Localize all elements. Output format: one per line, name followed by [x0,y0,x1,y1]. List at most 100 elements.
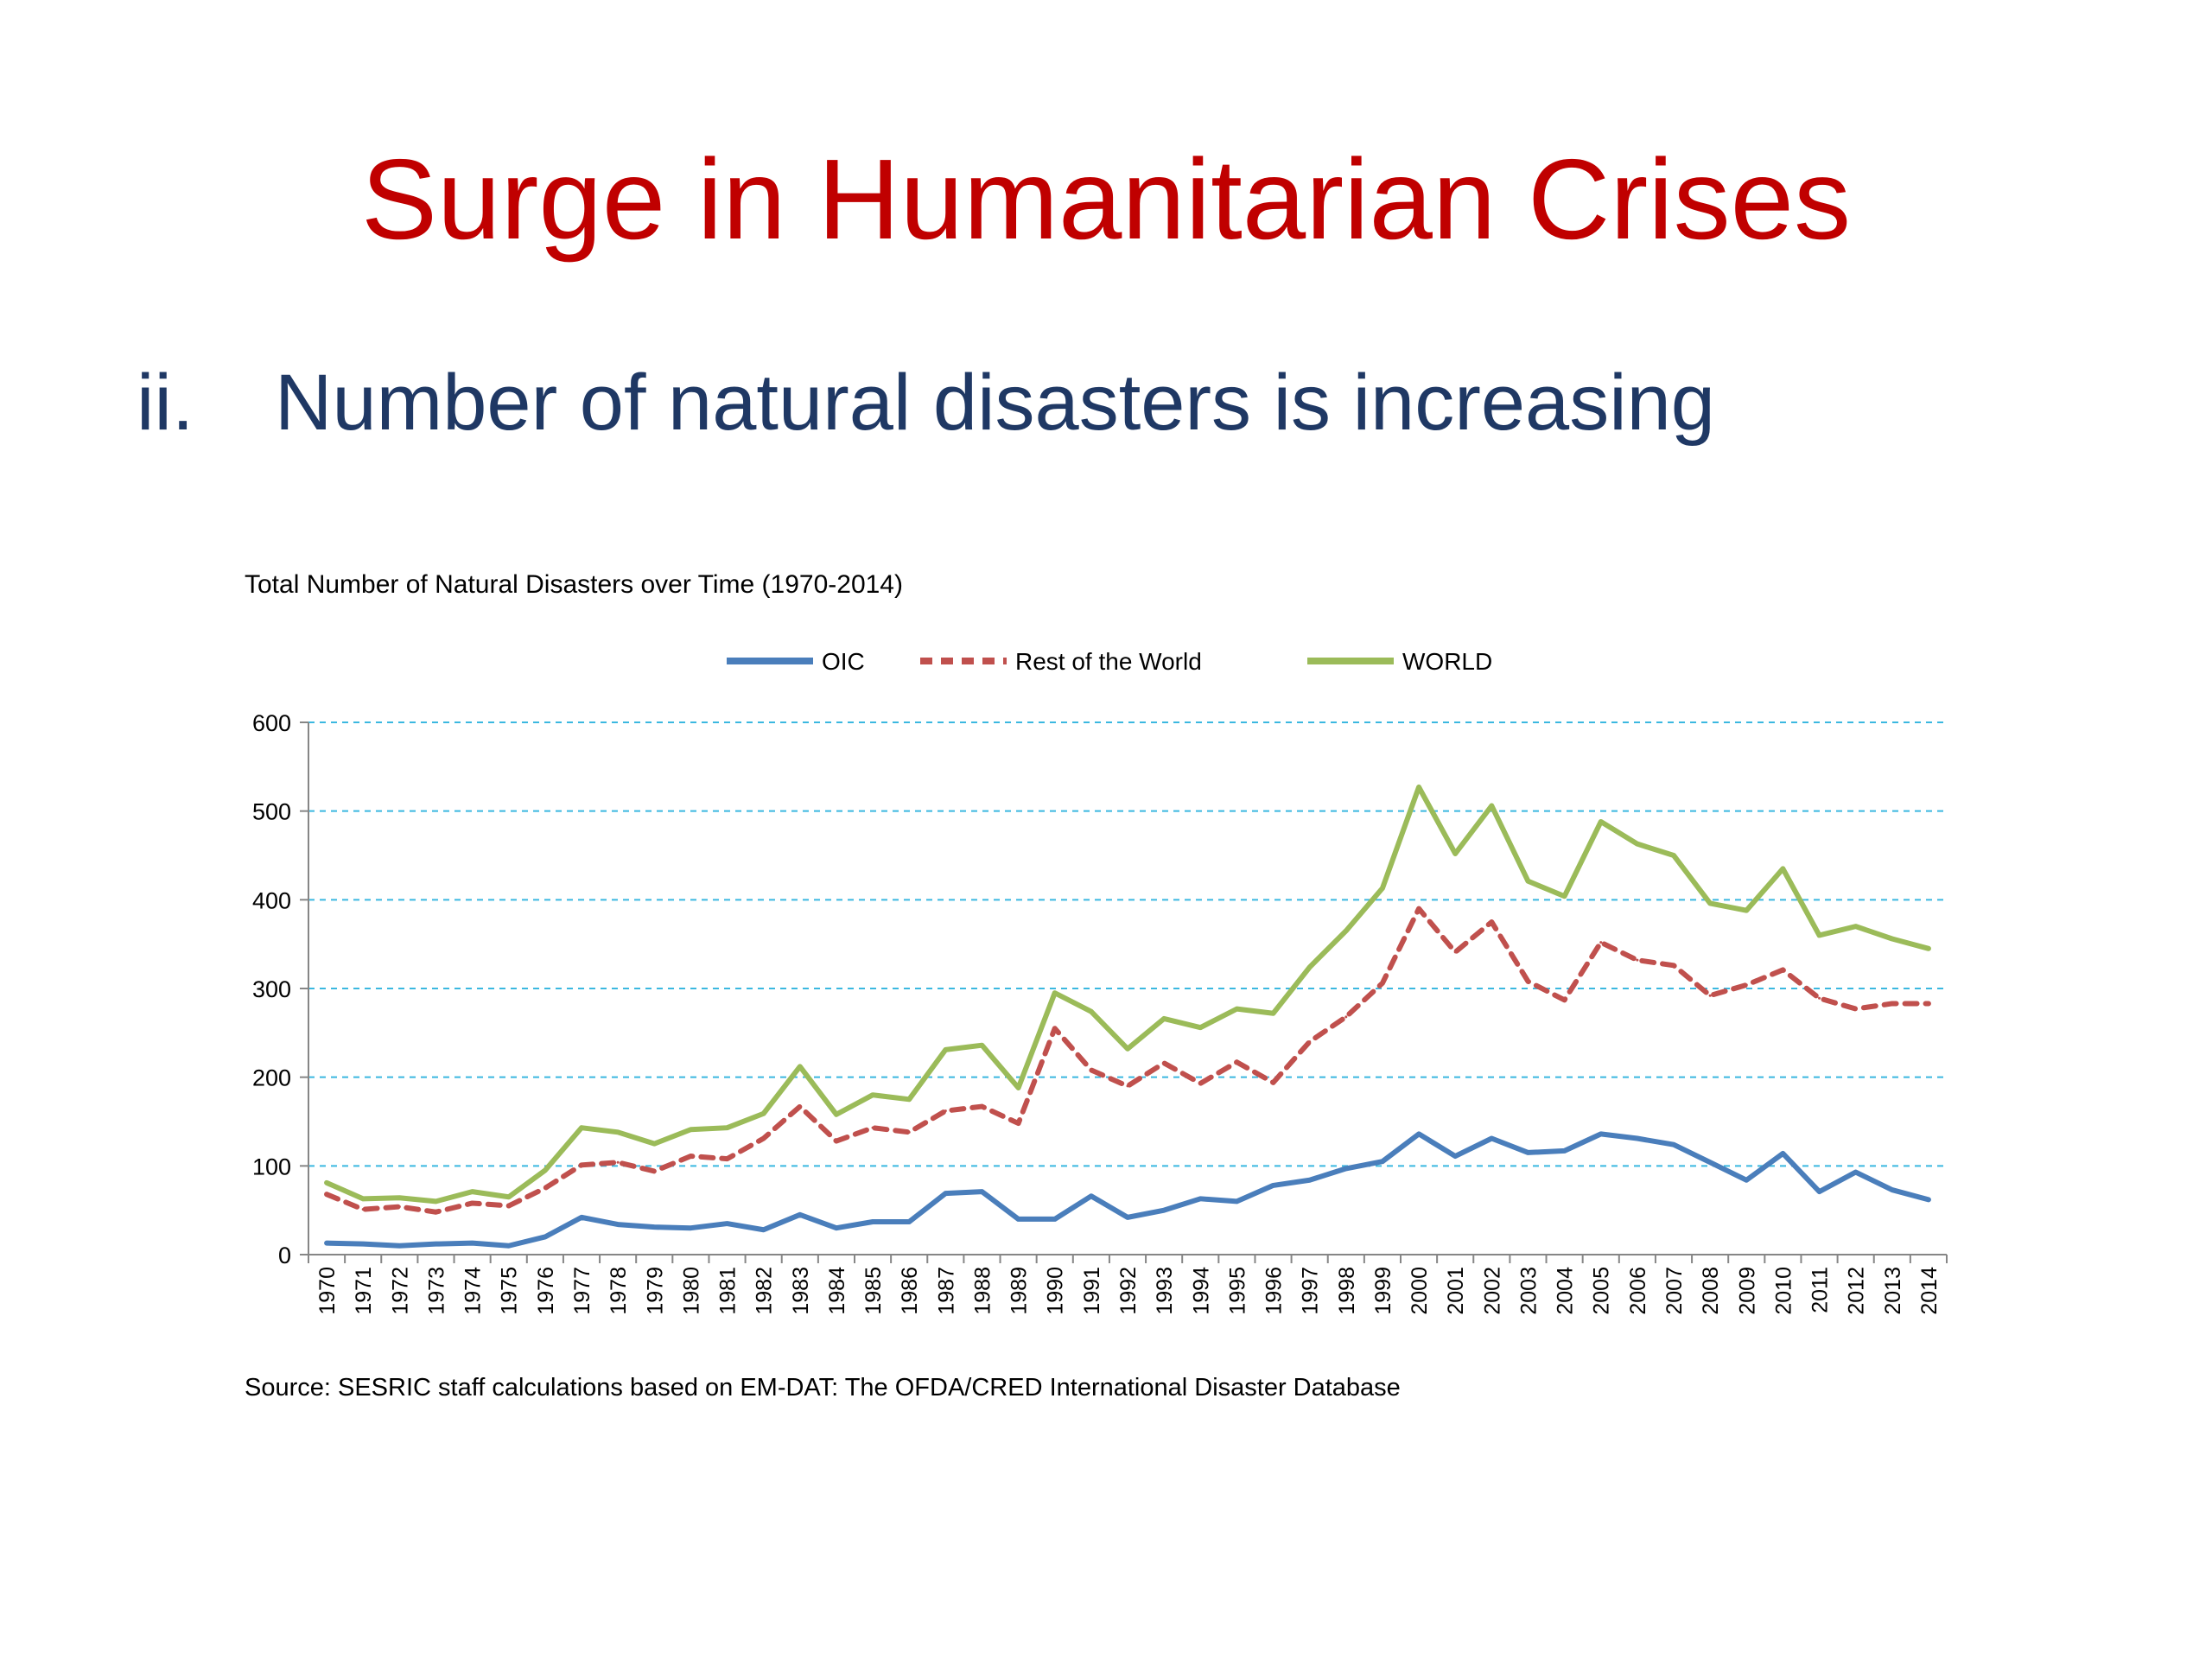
data-point-rest-of-the-world [652,1169,656,1173]
data-point-rest-of-the-world [689,1154,692,1158]
data-point-world [580,1126,583,1129]
data-point-oic [1126,1216,1129,1219]
data-point-rest-of-the-world [1235,1060,1238,1064]
x-tick-label: 2004 [1554,1267,1578,1315]
x-tick-label: 1976 [534,1267,558,1315]
x-tick-label: 2005 [1590,1267,1614,1315]
data-point-oic [798,1213,802,1217]
slide-title: Surge in Humanitarian Crises [360,136,1852,263]
data-point-world [397,1196,401,1199]
data-point-oic [1381,1160,1384,1163]
x-tick-label: 1996 [1262,1267,1287,1315]
data-point-world [1235,1007,1238,1011]
data-point-oic [580,1216,583,1219]
bullet-number: ii. [137,359,194,447]
x-tick-label: 2008 [1699,1267,1723,1315]
data-point-rest-of-the-world [434,1211,437,1214]
data-point-rest-of-the-world [907,1130,911,1134]
legend-label-oic: OIC [822,648,865,675]
data-point-rest-of-the-world [325,1192,328,1196]
x-tick-label: 1986 [898,1267,922,1315]
data-point-oic [1854,1171,1858,1174]
series-line-oic [324,1131,1931,1249]
data-point-rest-of-the-world [1526,980,1529,983]
data-point-rest-of-the-world [1781,968,1784,971]
series-lines [324,784,1931,1249]
data-point-oic [1272,1184,1275,1187]
data-point-oic [907,1220,911,1224]
x-tick-label: 1981 [716,1267,741,1315]
data-point-oic [1636,1137,1639,1141]
data-point-world [1126,1047,1129,1051]
data-point-oic [1017,1217,1020,1221]
data-point-oic [871,1220,874,1224]
y-tick-label: 500 [252,799,291,825]
data-point-rest-of-the-world [1636,958,1639,962]
data-point-oic [1344,1166,1348,1170]
data-point-rest-of-the-world [616,1160,620,1164]
x-tick-label: 2006 [1626,1267,1650,1315]
bullet-text: Number of natural disasters is increasin… [275,359,1715,447]
data-point-world [652,1142,656,1146]
data-point-world [616,1130,620,1134]
x-tick-label: 2001 [1444,1267,1468,1315]
data-point-oic [1781,1152,1784,1155]
data-point-oic [1417,1132,1421,1135]
data-point-oic [1490,1137,1493,1141]
data-point-oic [1708,1160,1712,1164]
data-point-world [1490,804,1493,808]
data-point-world [1090,1010,1093,1014]
data-point-world [1636,842,1639,846]
x-tick-label: 2002 [1480,1267,1504,1315]
data-point-oic [1526,1151,1529,1154]
data-point-oic [1053,1217,1057,1221]
bullet-point: ii. Number of natural disasters is increa… [137,363,1715,442]
data-point-oic [361,1243,365,1246]
data-point-world [1891,938,1894,941]
x-tick-label: 1989 [1007,1267,1032,1315]
data-point-rest-of-the-world [1381,982,1384,985]
data-point-rest-of-the-world [1198,1082,1202,1085]
data-point-world [1344,929,1348,932]
data-point-rest-of-the-world [1927,1001,1930,1005]
data-point-world [1854,925,1858,928]
data-point-rest-of-the-world [1453,950,1457,954]
data-point-world [543,1168,547,1172]
x-tick-label: 1987 [934,1267,958,1315]
data-point-rest-of-the-world [726,1157,729,1160]
data-point-world [1453,852,1457,855]
x-tick-label: 1994 [1189,1267,1213,1315]
x-tick-label: 1999 [1371,1267,1395,1315]
x-tick-label: 2011 [1808,1267,1833,1313]
data-point-world [835,1113,838,1116]
data-point-world [507,1195,511,1198]
data-point-oic [726,1222,729,1225]
data-point-oic [1745,1179,1748,1182]
x-tick-label: 1984 [825,1267,849,1315]
x-tick-label: 1970 [315,1267,340,1315]
x-tick-label: 1998 [1335,1267,1359,1315]
y-tick-label: 0 [278,1243,291,1268]
data-point-world [1526,880,1529,883]
data-point-world [944,1048,947,1052]
x-tick-label: 1995 [1225,1267,1249,1315]
data-point-rest-of-the-world [798,1105,802,1109]
data-point-world [871,1093,874,1096]
x-tick-label: 1993 [1153,1267,1177,1315]
x-tick-label: 1983 [789,1267,813,1315]
data-point-oic [1927,1198,1930,1201]
data-point-world [980,1044,983,1047]
y-tick-label: 600 [252,710,291,736]
data-point-world [1745,909,1748,912]
data-point-rest-of-the-world [1490,920,1493,924]
x-tick-label: 1980 [679,1267,703,1315]
data-point-world [907,1097,911,1101]
data-point-rest-of-the-world [1599,941,1603,944]
x-tick-label: 2000 [1408,1267,1432,1315]
data-point-oic [1672,1143,1675,1147]
data-point-oic [1162,1209,1166,1212]
data-point-rest-of-the-world [944,1109,947,1113]
data-point-rest-of-the-world [980,1105,983,1109]
data-point-world [325,1181,328,1185]
